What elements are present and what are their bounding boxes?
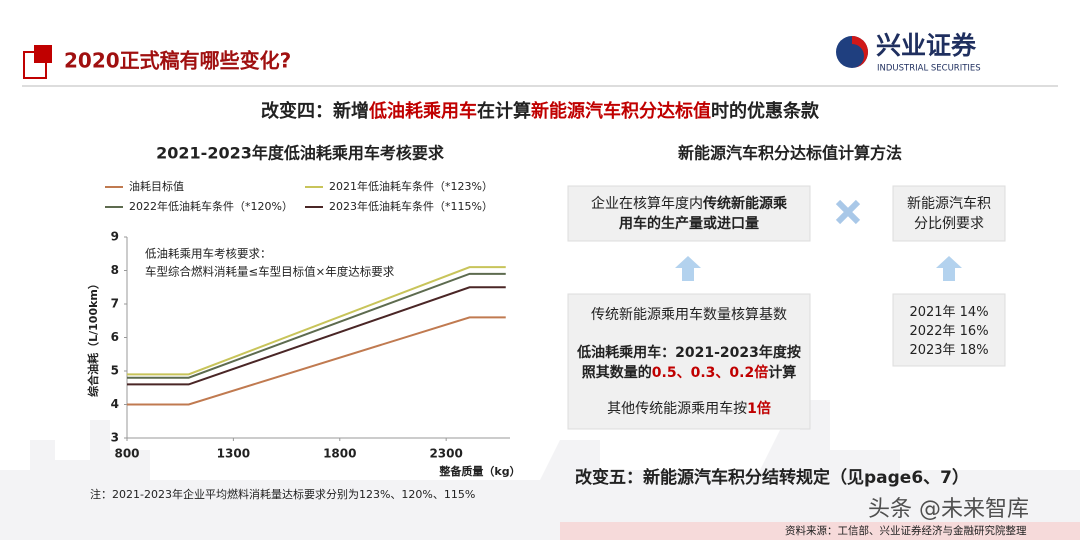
box-text: 2023年 18% <box>909 343 988 358</box>
method-title: 新能源汽车积分达标值计算方法 <box>678 144 902 163</box>
text-segment: 新能源汽车积 <box>907 195 991 212</box>
text-segment: 传统新能源乘用车数量核算基数 <box>591 306 787 323</box>
y-tick-label: 3 <box>111 431 119 445</box>
box <box>567 293 811 430</box>
box-text: 新能源汽车积 <box>907 195 991 212</box>
chart-note: 注：2021-2023年企业平均燃料消耗量达标要求分别为123%、120%、11… <box>90 487 475 501</box>
skyline <box>0 400 1080 540</box>
chart-title: 2021-2023年度低油耗乘用车考核要求 <box>156 144 445 163</box>
box <box>892 185 1006 242</box>
x-axis-label: 整备质量（kg） <box>438 464 520 478</box>
legend-label: 2022年低油耗车条件（*120%） <box>129 199 293 213</box>
text-segment: 2022年 16% <box>909 324 988 339</box>
series-line <box>127 272 506 379</box>
text-segment: 用车的生产量或进口量 <box>619 215 759 232</box>
footer-bar <box>560 522 1080 540</box>
x-tick-label: 1800 <box>323 447 356 461</box>
text-segment: 计算 <box>768 364 796 381</box>
header-title: 2020正式稿有哪些变化? <box>64 49 291 73</box>
box-text: 传统新能源乘用车数量核算基数 <box>591 306 787 323</box>
x-tick-label: 1300 <box>217 447 250 461</box>
x-tick-label: 2300 <box>429 447 462 461</box>
text-segment: 时的优惠条款 <box>711 100 820 122</box>
annotation: 低油耗乘用车考核要求： <box>145 247 272 261</box>
y-tick-label: 4 <box>111 397 119 411</box>
series-line <box>127 266 506 376</box>
watermark: 头条 @未来智库 <box>868 497 1029 522</box>
x-tick-label: 800 <box>114 447 139 461</box>
box-text: 企业在核算年度内传统新能源乘 <box>591 195 788 212</box>
text-segment: 分比例要求 <box>914 216 984 232</box>
y-axis-label: 综合油耗（L/100km） <box>86 278 100 397</box>
text-segment: 2021年 14% <box>909 305 988 320</box>
arrow-up <box>675 256 701 281</box>
legend-label: 2021年低油耗车条件（*123%） <box>329 179 493 193</box>
text-segment: 其他传统能源乘用车按 <box>607 400 747 417</box>
box <box>892 293 1006 367</box>
text-segment: 企业在核算年度内 <box>591 195 703 212</box>
change-five: 改变五：新能源汽车积分结转规定（见page6、7） <box>575 467 969 488</box>
arrow-up <box>936 256 962 281</box>
text-segment: 0.5、0.3、0.2倍 <box>652 364 768 381</box>
header-icon <box>34 45 52 63</box>
legend-label: 油耗目标值 <box>129 179 184 193</box>
box-texts: 企业在核算年度内传统新能源乘用车的生产量或进口量新能源汽车积分比例要求传统新能源… <box>576 195 991 417</box>
box <box>567 185 811 242</box>
y-tick-label: 7 <box>111 297 119 311</box>
chart: 3 4 5 6 7 8 9 800 1300 1800 2300 整备质量（kg） 综合油耗（L/100… <box>86 179 521 478</box>
box-text: 低油耗乘用车：2021-2023年度按 <box>576 344 801 361</box>
text-segment: 低油耗乘用车：2021-2023年度按 <box>576 344 801 361</box>
text-segment: 传统新能源乘 <box>702 195 788 212</box>
box-text: 照其数量的0.5、0.3、0.2倍计算 <box>582 364 796 381</box>
y-tick-label: 6 <box>111 330 119 344</box>
source: 资料来源：工信部、兴业证券经济与金融研究院整理 <box>785 524 1027 537</box>
text-segment: 在计算 <box>477 100 531 122</box>
multiply-icon <box>835 199 861 225</box>
logo-name: 兴业证券 <box>876 31 977 60</box>
logo-sub: INDUSTRIAL SECURITIES <box>877 64 981 74</box>
text-segment: 改变四：新增 <box>261 100 369 122</box>
box-text: 2021年 14% <box>909 305 988 320</box>
legend-label: 2023年低油耗车条件（*115%） <box>329 199 493 213</box>
box-text: 其他传统能源乘用车按1倍 <box>607 400 771 417</box>
text-segment: 照其数量的 <box>582 364 652 381</box>
series-line <box>127 316 506 406</box>
logo-mark <box>852 36 868 68</box>
y-tick-label: 8 <box>111 263 119 277</box>
y-tick-label: 9 <box>111 230 119 244</box>
text-segment: 低油耗乘用车 <box>368 100 477 122</box>
y-tick-label: 5 <box>111 364 119 378</box>
box-text: 2022年 16% <box>909 324 988 339</box>
box-text: 分比例要求 <box>914 216 984 232</box>
subtitle: 改变四：新增低油耗乘用车在计算新能源汽车积分达标值时的优惠条款 <box>261 100 820 122</box>
text-segment: 新能源汽车积分达标值 <box>531 100 711 122</box>
box-text: 用车的生产量或进口量 <box>619 215 759 232</box>
text-segment: 2023年 18% <box>909 343 988 358</box>
series-line <box>127 286 506 386</box>
annotation: 车型综合燃料消耗量≤车型目标值×年度达标要求 <box>145 265 395 279</box>
text-segment: 1倍 <box>747 400 771 417</box>
